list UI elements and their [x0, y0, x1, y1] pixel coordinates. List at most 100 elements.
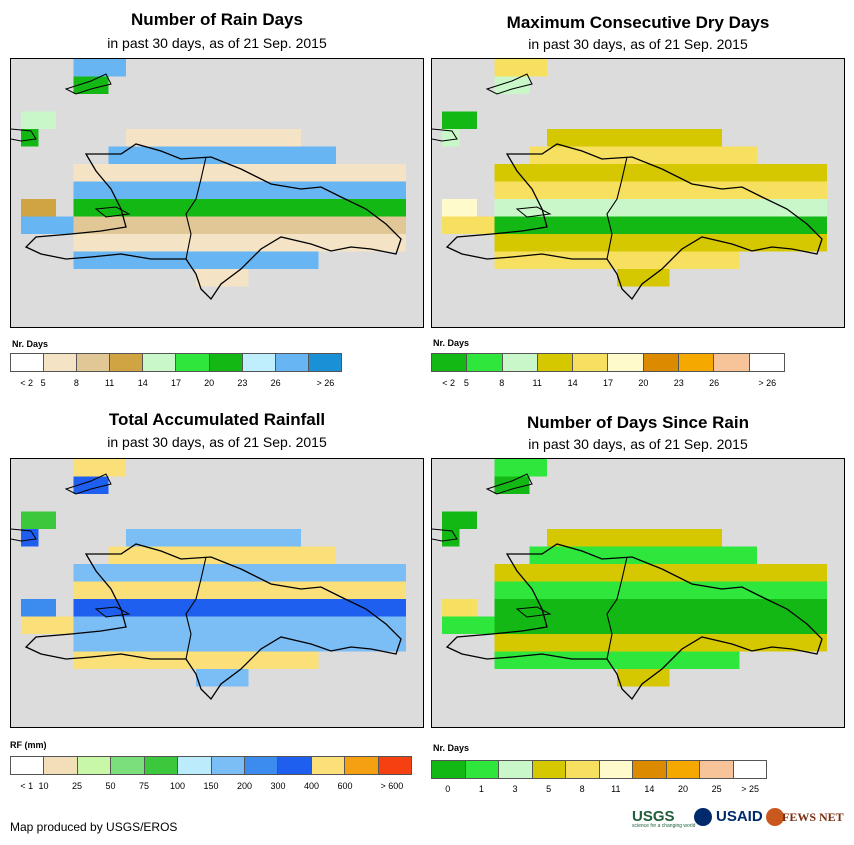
- grid-cell: [792, 581, 810, 599]
- country-border: [606, 556, 628, 660]
- legend-label: 23: [237, 378, 248, 388]
- grid-cell: [722, 564, 740, 582]
- grid-cell: [126, 216, 144, 234]
- grid-cell: [547, 199, 565, 217]
- grid-cell: [809, 634, 827, 652]
- grid-cell: [582, 234, 600, 252]
- grid-cell: [652, 251, 670, 269]
- grid-cell: [283, 146, 301, 164]
- grid-cell: [634, 599, 652, 617]
- grid-cell: [388, 599, 406, 617]
- island-outline: [432, 128, 458, 142]
- grid-cell: [301, 546, 319, 564]
- grid-cell: [283, 181, 301, 199]
- island-outline: [515, 606, 552, 618]
- grid-cell: [73, 251, 91, 269]
- grid-cell: [301, 234, 319, 252]
- grid-cell: [73, 616, 91, 634]
- legend-swatch: [110, 354, 144, 371]
- grid-cell: [73, 164, 91, 182]
- grid-cell: [21, 199, 39, 217]
- grid-cell: [38, 599, 56, 617]
- grid-cell: [634, 164, 652, 182]
- grid-cell: [178, 546, 196, 564]
- grid-cell: [459, 199, 477, 217]
- grid-cell: [73, 181, 91, 199]
- grid-cell: [669, 129, 687, 147]
- grid-cell: [512, 599, 530, 617]
- grid-cell: [108, 59, 126, 77]
- grid-cell: [283, 234, 301, 252]
- grid-cell: [108, 181, 126, 199]
- grid-cell: [161, 616, 179, 634]
- grid-cell: [143, 164, 161, 182]
- grid-cell: [512, 581, 530, 599]
- grid-cell: [494, 616, 512, 634]
- grid-cell: [547, 599, 565, 617]
- grid-cell: [599, 564, 617, 582]
- legend-label: 14: [644, 784, 655, 794]
- grid-cell: [564, 546, 582, 564]
- grid-cell: [722, 599, 740, 617]
- grid-cell: [266, 164, 284, 182]
- grid-cell: [529, 581, 547, 599]
- grid-cell: [704, 529, 722, 547]
- grid-cell: [687, 616, 705, 634]
- grid-cell: [757, 581, 775, 599]
- grid-cell: [774, 581, 792, 599]
- grid-cell: [38, 199, 56, 217]
- legend-label: 17: [602, 378, 614, 388]
- grid-cell: [459, 616, 477, 634]
- grid-cell: [301, 634, 319, 652]
- island-outline: [94, 606, 131, 618]
- grid-cell: [388, 181, 406, 199]
- grid-cell: [301, 251, 319, 269]
- grid-cell: [318, 234, 336, 252]
- grid-cell: [512, 199, 530, 217]
- grid-cell: [687, 529, 705, 547]
- grid-cell: [283, 251, 301, 269]
- legend-swatch: [700, 761, 734, 778]
- grid-cell: [248, 634, 266, 652]
- grid-cell: [301, 199, 319, 217]
- legend-swatch: [537, 354, 574, 371]
- grid-cell: [21, 616, 39, 634]
- grid-cell: [178, 199, 196, 217]
- grid-cell: [178, 164, 196, 182]
- coastline: [445, 143, 823, 301]
- grid-cell: [161, 234, 179, 252]
- grid-cell: [231, 216, 249, 234]
- grid-cell: [73, 651, 91, 669]
- grid-cell: [564, 251, 582, 269]
- grid-cell: [634, 129, 652, 147]
- grid-cell: [108, 146, 126, 164]
- grid-cell: [126, 616, 144, 634]
- grid-cell: [512, 634, 530, 652]
- grid-cell: [178, 564, 196, 582]
- grid-cell: [143, 546, 161, 564]
- legend-swatch: [733, 761, 766, 778]
- grid-cell: [126, 599, 144, 617]
- grid-cell: [126, 581, 144, 599]
- grid-cell: [213, 181, 231, 199]
- grid-cell: [143, 616, 161, 634]
- grid-cell: [722, 581, 740, 599]
- grid-cell: [196, 269, 214, 287]
- grid-cell: [792, 234, 810, 252]
- grid-cell: [547, 164, 565, 182]
- grid-cell: [774, 181, 792, 199]
- grid-cell: [722, 546, 740, 564]
- grid-cell: [143, 599, 161, 617]
- grid-cell: [213, 616, 231, 634]
- grid-cell: [248, 599, 266, 617]
- grid-cell: [617, 216, 635, 234]
- grid-cell: [774, 616, 792, 634]
- grid-cell: [547, 216, 565, 234]
- grid-cell: [108, 651, 126, 669]
- grid-cell: [213, 164, 231, 182]
- country-border: [606, 156, 628, 260]
- grid-cell: [108, 459, 126, 477]
- grid-cell: [266, 616, 284, 634]
- grid-cell: [266, 216, 284, 234]
- map-grid-days-since-rain: [432, 459, 827, 701]
